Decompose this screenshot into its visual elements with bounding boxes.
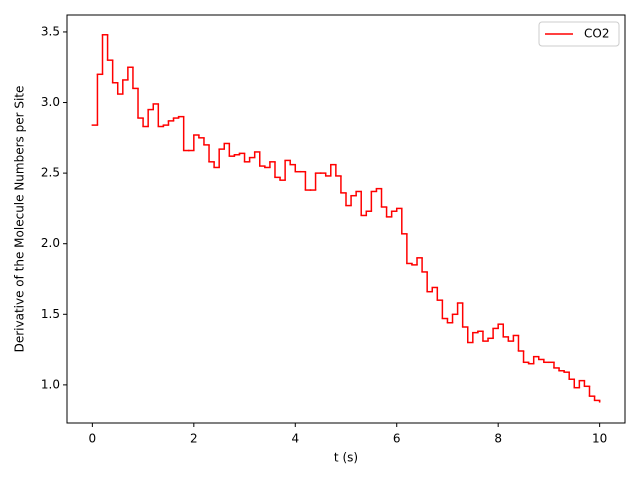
- series-line: [91, 34, 601, 403]
- x-tick-label: 0: [89, 432, 97, 446]
- plot-frame: [66, 14, 626, 424]
- y-tick-label: 3.0: [41, 95, 60, 109]
- y-tick-label: 3.5: [41, 24, 60, 38]
- x-tick-label: 10: [592, 432, 607, 446]
- x-tick-label: 6: [393, 432, 401, 446]
- y-tick-label: 1.5: [41, 307, 60, 321]
- legend-box: [538, 21, 620, 47]
- y-tick-label: 2.5: [41, 166, 60, 180]
- x-tick-label: 2: [190, 432, 198, 446]
- x-tick-label: 8: [494, 432, 502, 446]
- y-tick-label: 1.0: [41, 377, 60, 391]
- y-tick-label: 2.0: [41, 236, 60, 250]
- y-axis-label: Derivative of the Molecule Numbers per S…: [13, 86, 27, 353]
- x-axis-label: t (s): [334, 451, 358, 465]
- legend-label: CO2: [584, 27, 609, 41]
- x-tick-label: 4: [291, 432, 299, 446]
